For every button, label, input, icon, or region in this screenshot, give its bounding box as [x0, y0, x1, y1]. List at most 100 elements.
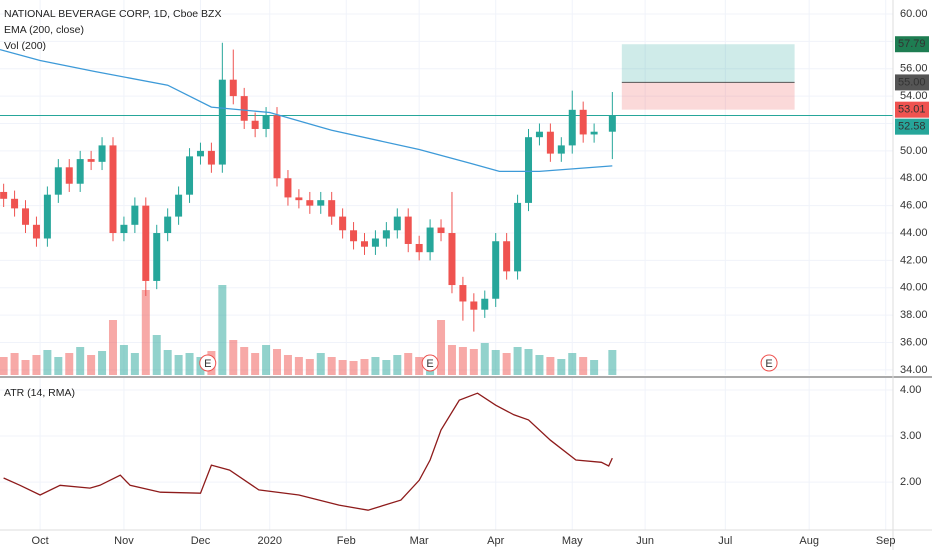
volume-bar	[54, 357, 63, 375]
volume-bar	[502, 353, 511, 375]
volume-bar	[305, 359, 314, 375]
candle-body	[350, 230, 358, 242]
indicator-label: Vol (200)	[4, 40, 46, 52]
volume-bar	[130, 353, 139, 375]
candle-body	[229, 79, 237, 97]
price-badge	[895, 101, 929, 118]
volume-bar	[141, 290, 150, 375]
price-badge	[895, 36, 929, 53]
y-tick-label: 36.00	[900, 336, 928, 348]
earnings-label: E	[765, 358, 772, 370]
ema-line	[0, 48, 613, 173]
candle-body	[426, 227, 434, 253]
candle-body	[459, 285, 467, 302]
volume-bar	[87, 355, 96, 375]
volume-bar	[21, 360, 30, 375]
volume-bar	[349, 361, 358, 375]
volume-bar	[480, 343, 489, 375]
earnings-label: E	[204, 358, 211, 370]
candle-body	[295, 197, 303, 201]
x-tick-label: Oct	[32, 535, 49, 547]
volume-bar	[152, 335, 161, 375]
candle-body	[65, 167, 73, 184]
price-badge-label: 55.00	[898, 76, 926, 88]
price-badge	[895, 118, 929, 135]
volume-bar	[98, 351, 107, 375]
candle-body	[207, 150, 215, 165]
candle-body	[109, 145, 117, 234]
earnings-marker	[421, 354, 439, 372]
volume-bar	[513, 347, 522, 375]
candle-body	[590, 131, 598, 135]
candle-body	[360, 241, 368, 247]
candle-body	[514, 202, 522, 272]
candle-body	[339, 216, 347, 231]
x-tick-label: May	[562, 535, 583, 547]
candle-body	[448, 233, 456, 286]
candle-body	[393, 216, 401, 231]
candle-body	[470, 301, 478, 310]
candle-body	[273, 115, 281, 179]
candle-body	[11, 198, 19, 209]
volume-bar	[393, 355, 402, 375]
y-tick-label: 44.00	[900, 227, 928, 239]
volume-bar	[579, 357, 588, 375]
candle-body	[218, 79, 226, 165]
x-tick-label: Feb	[337, 535, 356, 547]
volume-bar	[437, 320, 446, 375]
candle-body	[54, 167, 62, 195]
position-target-zone	[621, 44, 795, 83]
volume-bar	[163, 350, 172, 375]
volume-bar	[590, 360, 599, 375]
y-tick-label: 34.00	[900, 364, 928, 376]
candle-body	[142, 205, 150, 281]
x-tick-label: Dec	[191, 535, 211, 547]
x-tick-label: Apr	[487, 535, 504, 547]
chart-title: NATIONAL BEVERAGE CORP, 1D, Cboe BZX	[4, 8, 221, 20]
position-stop-zone	[621, 82, 795, 110]
volume-bar	[524, 349, 533, 375]
candle-body	[328, 200, 336, 217]
y-tick-label: 56.00	[900, 63, 928, 75]
candle-body	[568, 109, 576, 146]
candle-body	[557, 145, 565, 154]
volume-bar	[327, 357, 336, 375]
volume-bar	[491, 350, 500, 375]
volume-bar	[65, 353, 74, 375]
candle-body	[503, 241, 511, 272]
x-tick-label: Aug	[799, 535, 819, 547]
y-tick-label: 54.00	[900, 90, 928, 102]
x-tick-label: 2020	[257, 535, 281, 547]
volume-bar	[360, 359, 369, 375]
volume-bar	[251, 353, 260, 375]
volume-bar	[119, 345, 128, 375]
indicator-label: EMA (200, close)	[4, 24, 84, 36]
candle-body	[525, 137, 533, 203]
candle-body	[535, 131, 543, 138]
candle-body	[76, 159, 84, 184]
volume-bar	[557, 359, 566, 375]
volume-bar	[608, 350, 617, 375]
price-badge-label: 57.79	[898, 38, 926, 50]
volume-bar	[283, 355, 292, 375]
volume-bar	[76, 347, 85, 375]
volume-bar	[174, 355, 183, 375]
volume-bar	[415, 357, 424, 375]
y-tick-label: 46.00	[900, 200, 928, 212]
candle-body	[22, 208, 30, 225]
volume-bar	[294, 357, 303, 375]
price-badge-label: 53.01	[898, 104, 926, 116]
y-tick-label: 3.00	[900, 430, 921, 442]
x-tick-label: Jul	[718, 535, 732, 547]
x-tick-label: Jun	[636, 535, 654, 547]
earnings-marker	[199, 354, 217, 372]
volume-bar	[371, 357, 380, 375]
volume-bar	[535, 355, 544, 375]
x-tick-label: Nov	[114, 535, 134, 547]
volume-bar	[458, 347, 467, 375]
volume-bar	[10, 353, 19, 375]
candle-body	[98, 145, 106, 162]
candle-body	[579, 109, 587, 135]
volume-bar	[262, 345, 271, 375]
